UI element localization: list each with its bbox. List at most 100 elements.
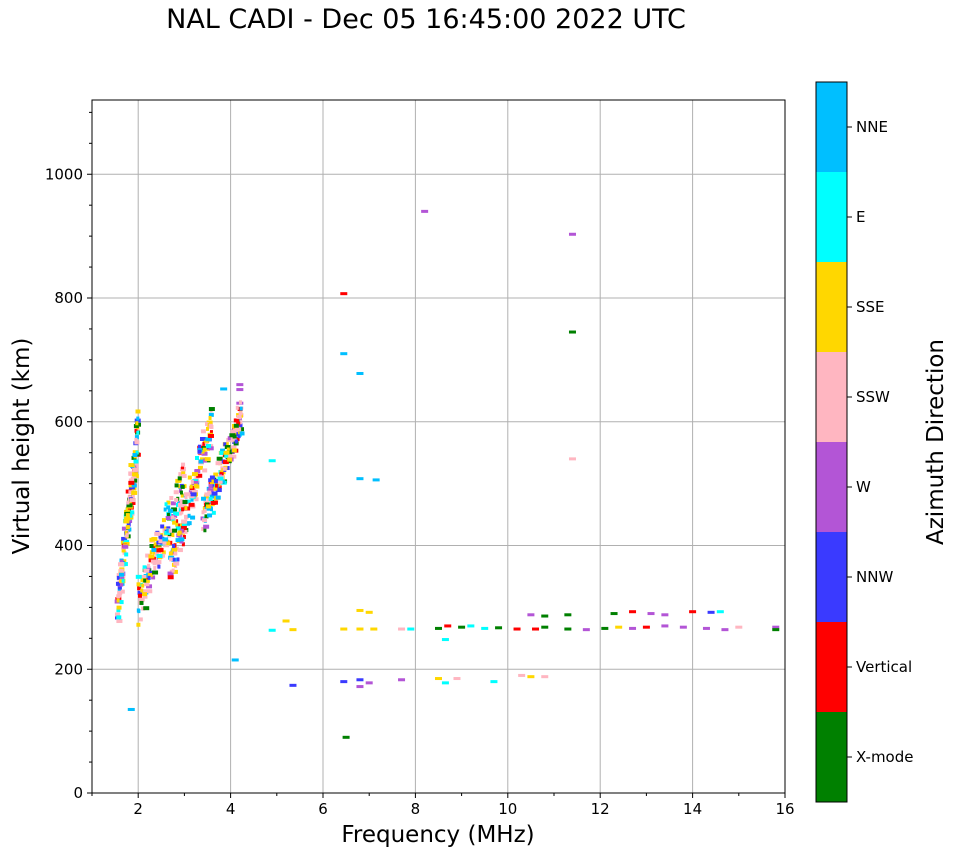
echo-mark — [173, 561, 180, 566]
echo-mark — [215, 461, 222, 466]
echo-mark — [177, 548, 183, 553]
y-tick-label: 1000 — [45, 165, 83, 183]
echo-mark — [707, 610, 715, 614]
echo-mark — [181, 465, 185, 470]
echo-mark — [204, 457, 211, 462]
echo-mark — [184, 492, 191, 497]
echo-mark — [168, 551, 173, 556]
echo-mark — [203, 524, 210, 529]
echo-mark — [172, 569, 178, 574]
echo-mark — [142, 592, 148, 597]
echo-mark — [154, 551, 159, 556]
echo-mark — [610, 612, 618, 616]
echo-mark — [172, 520, 177, 525]
echo-mark — [564, 613, 572, 617]
echo-mark — [187, 513, 191, 518]
echo-mark — [145, 553, 152, 558]
colorbar: X-mode Vertical NNW W SSW SSE E NNE — [815, 81, 913, 803]
echo-mark — [164, 541, 171, 546]
echo-mark — [178, 507, 183, 512]
echo-mark — [236, 383, 244, 387]
echo-mark — [175, 478, 182, 483]
echo-mark — [356, 608, 364, 612]
echo-mark — [116, 605, 122, 610]
echo-mark — [202, 441, 208, 446]
echo-mark — [356, 477, 364, 481]
echo-mark — [141, 583, 145, 588]
echo-mark — [135, 409, 141, 414]
echo-mark — [204, 506, 211, 511]
echo-mark — [137, 609, 141, 614]
y-tick-label: 200 — [54, 660, 83, 678]
echo-mark — [178, 484, 182, 489]
echo-mark — [209, 494, 216, 499]
echo-mark — [167, 575, 174, 580]
echo-mark — [224, 453, 229, 458]
echo-mark — [136, 430, 140, 435]
echo-mark — [198, 459, 204, 464]
echo-mark — [125, 533, 129, 538]
echo-mark — [647, 612, 655, 616]
echo-mark — [162, 537, 169, 542]
echo-mark — [340, 352, 348, 356]
echo-mark — [168, 528, 175, 533]
echo-mark — [421, 209, 429, 213]
colorbar-label: NNW — [856, 568, 893, 586]
echo-mark — [642, 625, 650, 629]
echo-mark — [182, 529, 188, 534]
echo-mark — [181, 471, 186, 476]
echo-mark — [121, 578, 125, 583]
echo-mark — [128, 478, 134, 483]
echo-mark — [173, 551, 178, 556]
echo-mark — [132, 472, 139, 477]
echo-mark — [193, 483, 198, 488]
echo-mark — [144, 582, 150, 587]
echo-mark — [158, 547, 164, 552]
echo-mark — [211, 479, 215, 484]
echo-mark — [134, 463, 139, 468]
echo-mark — [204, 492, 210, 497]
echo-mark — [190, 492, 197, 497]
echo-mark — [175, 538, 181, 543]
echo-mark — [149, 550, 153, 555]
echo-mark — [147, 573, 153, 578]
echo-mark — [201, 451, 208, 456]
echo-mark — [216, 456, 223, 461]
echo-mark — [134, 437, 138, 442]
echo-mark — [142, 589, 149, 594]
chart-title: NAL CADI - Dec 05 16:45:00 2022 UTC — [166, 4, 686, 35]
echo-mark — [206, 504, 212, 509]
echo-mark — [172, 528, 178, 533]
echo-mark — [141, 575, 147, 580]
echo-mark — [203, 508, 207, 513]
echo-mark — [134, 418, 141, 423]
echo-mark — [200, 429, 206, 434]
echo-mark — [152, 570, 159, 575]
echo-mark — [211, 491, 218, 496]
echo-mark — [188, 490, 193, 495]
echo-mark — [190, 515, 196, 520]
echo-mark — [202, 447, 207, 452]
echo-mark — [202, 468, 208, 473]
echo-mark — [176, 557, 180, 562]
echo-mark — [235, 427, 242, 432]
echo-mark — [735, 625, 743, 629]
echo-mark — [177, 530, 182, 535]
echo-mark — [772, 625, 780, 629]
echo-mark — [136, 622, 141, 627]
echo-mark — [118, 568, 124, 573]
echo-mark — [356, 685, 364, 689]
echo-mark — [201, 496, 207, 501]
echo-mark — [179, 490, 183, 495]
echo-mark — [134, 478, 138, 483]
y-axis-label: Virtual height (km) — [9, 338, 35, 555]
echo-mark — [142, 565, 147, 570]
echo-mark — [568, 232, 576, 236]
y-tick-label: 0 — [73, 784, 83, 802]
echo-mark — [122, 562, 128, 567]
echo-mark — [231, 658, 239, 662]
echo-mark — [157, 564, 161, 569]
y-tick-label: 400 — [54, 537, 83, 555]
echo-mark — [197, 449, 202, 454]
echo-mark — [342, 735, 350, 739]
